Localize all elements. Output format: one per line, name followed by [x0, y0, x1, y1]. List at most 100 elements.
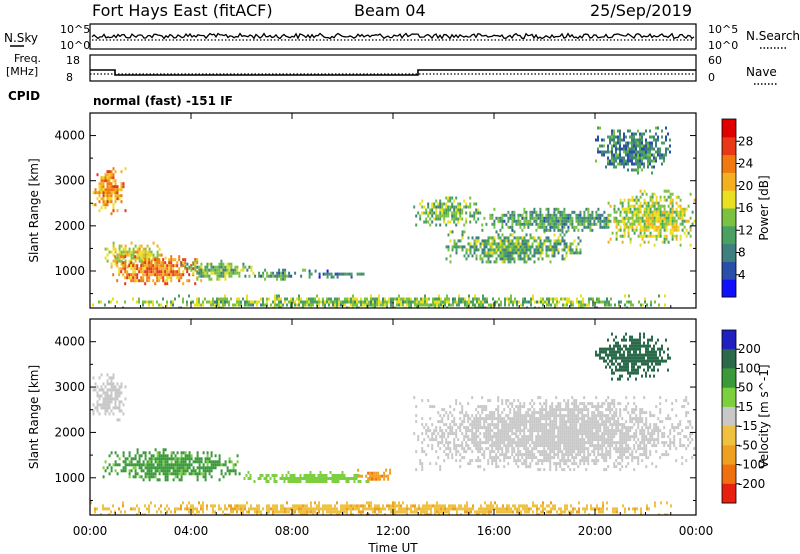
colorbar-tick-label: 16	[738, 201, 753, 215]
power-ylabel: Slant Range [km]	[27, 158, 41, 262]
x-tick-label: 12:00	[376, 524, 411, 538]
power-region	[595, 126, 671, 175]
freq-left-tick-bottom: 8	[66, 71, 73, 84]
y-tick-label: 1000	[54, 471, 85, 485]
colorbar-tick-label: 20	[738, 179, 753, 193]
x-tick-label: 20:00	[578, 524, 613, 538]
y-tick-label: 2000	[54, 425, 85, 439]
freq-unit-label: [MHz]	[6, 65, 38, 78]
colorbar-segment	[722, 208, 736, 227]
velocity-region	[90, 501, 672, 515]
colorbar-segment	[722, 445, 736, 465]
nsky-label: N.Sky	[4, 31, 38, 45]
power-region	[607, 189, 696, 247]
velocity-region	[413, 396, 696, 472]
velocity-region	[102, 448, 241, 482]
x-tick-label: 08:00	[275, 524, 310, 538]
colorbar-tick-label: -15	[738, 419, 758, 433]
nave-label: Nave	[746, 65, 777, 79]
nsky-trace	[91, 32, 695, 40]
y-tick-label: 1000	[54, 264, 85, 278]
noise-left-tick-bottom: 10^0	[60, 39, 90, 52]
colorbar-segment	[722, 172, 736, 191]
colorbar-segment	[722, 279, 736, 298]
velocity-region	[595, 332, 671, 381]
colorbar-segment	[722, 368, 736, 389]
colorbar-tick-label: -200	[738, 477, 765, 491]
colorbar-tick-label: 28	[738, 134, 753, 148]
colorbar-segment	[722, 190, 736, 209]
colorbar-segment	[722, 349, 736, 369]
colorbar-segment	[722, 426, 736, 446]
y-tick-label: 2000	[54, 219, 85, 233]
power-colorbar: 4 8 12 16 20 24 28 Power [dB]	[721, 118, 771, 298]
velocity-region	[92, 373, 127, 422]
velocity-colorbar-label: Velocity [m s^-1]	[757, 364, 771, 468]
plot-title: Fort Hays East (fitACF)	[92, 1, 273, 20]
noise-right-tick-top: 10^5	[708, 23, 738, 36]
freq-right-tick-top: 60	[708, 54, 722, 67]
colorbar-frame	[721, 329, 737, 504]
colorbar-tick-label: 4	[738, 268, 746, 282]
velocity-ylabel: Slant Range [km]	[27, 365, 41, 469]
noise-right-tick-bottom: 10^0	[708, 39, 738, 52]
colorbar-segment	[722, 136, 736, 156]
power-region	[254, 268, 307, 281]
noise-left-tick-top: 10^5	[60, 23, 90, 36]
colorbar-segment	[722, 330, 736, 350]
velocity-region	[357, 468, 392, 481]
y-tick-label: 3000	[54, 380, 85, 394]
freq-left-tick-top: 18	[66, 54, 80, 67]
power-cells	[92, 126, 696, 308]
power-region	[413, 196, 484, 227]
velocity-cells	[90, 332, 696, 515]
velocity-region	[243, 471, 380, 483]
y-tick-label: 4000	[54, 335, 85, 349]
colorbar-segment	[722, 464, 736, 485]
colorbar-segment	[722, 119, 736, 138]
y-tick-label: 3000	[54, 174, 85, 188]
freq-panel	[89, 54, 697, 82]
colorbar-tick-label: -50	[738, 438, 758, 452]
x-axis-label: Time UT	[367, 541, 418, 554]
noise-trace	[91, 32, 695, 41]
noise-panel	[89, 23, 697, 50]
colorbar-segment	[722, 225, 736, 245]
colorbar-segment	[722, 406, 736, 427]
colorbar-tick-label: 8	[738, 246, 746, 260]
colorbar-segment	[722, 387, 736, 408]
nsearch-label: N.Search	[746, 29, 800, 43]
x-tick-label: 16:00	[477, 524, 512, 538]
power-region	[180, 259, 255, 281]
power-region	[445, 230, 582, 264]
colorbar-tick-label: 15	[738, 400, 753, 414]
y-tick-label: 4000	[54, 129, 85, 143]
colorbar-segment	[722, 483, 736, 504]
power-panel: 1000 2000 3000 4000 Slant Range [km] 4 8 12 16 20…	[27, 112, 771, 309]
cpid-label: CPID	[8, 89, 40, 103]
colorbar-tick-label: 200	[738, 342, 761, 356]
x-tick-label: 00:00	[73, 524, 108, 538]
beam-label: Beam 04	[354, 1, 426, 20]
colorbar-tick-label: 100	[738, 361, 761, 375]
freq-label: Freq.	[14, 52, 41, 65]
x-tick-label: 00:00	[679, 524, 714, 538]
power-region	[92, 294, 666, 308]
date-label: 25/Sep/2019	[590, 1, 692, 20]
colorbar-segment	[722, 261, 736, 280]
colorbar-segment	[722, 154, 736, 173]
colorbar-tick-label: -100	[738, 458, 765, 472]
colorbar-tick-label: 12	[738, 223, 753, 237]
velocity-panel: 1000 2000 3000 4000 00:00 04:00 08:00 12:00 16:0…	[27, 318, 771, 554]
power-region	[308, 269, 365, 279]
program-name: normal (fast) -151 IF	[93, 94, 233, 108]
freq-trace	[90, 69, 696, 76]
colorbar-tick-label: 50	[738, 381, 753, 395]
power-region	[92, 167, 127, 216]
power-region	[481, 207, 634, 232]
power-colorbar-label: Power [dB]	[757, 175, 771, 240]
colorbar-tick-label: 24	[738, 157, 753, 171]
x-tick-label: 04:00	[174, 524, 209, 538]
colorbar-segment	[722, 243, 736, 262]
